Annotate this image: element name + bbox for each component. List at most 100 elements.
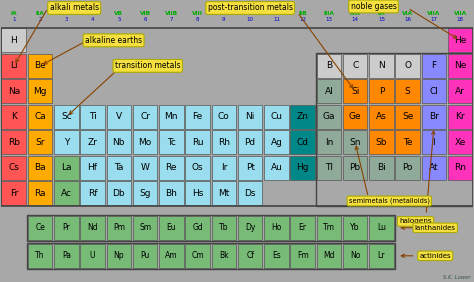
Text: Mt: Mt xyxy=(218,189,229,198)
Text: Ra: Ra xyxy=(34,189,46,198)
Bar xyxy=(343,105,367,129)
Text: Nd: Nd xyxy=(87,223,98,232)
Text: 11: 11 xyxy=(273,17,280,22)
Text: C: C xyxy=(352,61,358,70)
Text: Cr: Cr xyxy=(140,112,150,121)
Bar xyxy=(1,54,26,78)
Text: Bh: Bh xyxy=(165,189,177,198)
Text: lanthanides: lanthanides xyxy=(415,225,456,231)
Text: post-transition metals: post-transition metals xyxy=(208,3,292,12)
Text: Ne: Ne xyxy=(454,61,466,70)
Text: He: He xyxy=(454,36,466,45)
Bar xyxy=(421,105,446,129)
Bar xyxy=(317,156,341,180)
Text: Xe: Xe xyxy=(455,138,466,147)
Text: Ti: Ti xyxy=(89,112,97,121)
Bar xyxy=(264,156,289,180)
Text: IIA: IIA xyxy=(36,11,45,16)
Text: Si: Si xyxy=(351,87,359,96)
Text: Ho: Ho xyxy=(271,223,282,232)
Text: IIIB: IIIB xyxy=(61,11,72,16)
Bar xyxy=(421,130,446,154)
Text: La: La xyxy=(61,163,72,172)
Text: VIII: VIII xyxy=(219,11,229,16)
Text: Yb: Yb xyxy=(350,223,360,232)
Bar xyxy=(343,156,367,180)
Text: 16: 16 xyxy=(404,17,411,22)
Text: Es: Es xyxy=(272,251,281,260)
Text: 14: 14 xyxy=(352,17,359,22)
Bar xyxy=(133,130,157,154)
Bar xyxy=(1,105,26,129)
Bar xyxy=(80,216,105,240)
Text: Na: Na xyxy=(8,87,20,96)
Text: 18: 18 xyxy=(456,17,464,22)
Text: Os: Os xyxy=(192,163,203,172)
Bar xyxy=(28,79,53,103)
Bar xyxy=(369,105,394,129)
Bar xyxy=(1,79,26,103)
Bar xyxy=(80,105,105,129)
Text: Cl: Cl xyxy=(429,87,438,96)
Bar xyxy=(238,105,263,129)
Bar xyxy=(369,216,394,240)
Text: Ge: Ge xyxy=(349,112,362,121)
Text: Er: Er xyxy=(299,223,307,232)
Text: Am: Am xyxy=(165,251,178,260)
Bar xyxy=(80,156,105,180)
Bar xyxy=(54,181,79,205)
Text: Ce: Ce xyxy=(35,223,45,232)
Text: VB: VB xyxy=(114,11,123,16)
Text: S: S xyxy=(405,87,410,96)
Bar xyxy=(448,28,473,52)
Text: IVA: IVA xyxy=(350,11,361,16)
Text: As: As xyxy=(376,112,387,121)
Bar xyxy=(211,156,236,180)
Text: semimetals (metalloids): semimetals (metalloids) xyxy=(349,198,430,204)
Text: In: In xyxy=(325,138,333,147)
Text: O: O xyxy=(404,61,411,70)
Text: 1: 1 xyxy=(12,17,16,22)
Bar xyxy=(54,105,79,129)
Text: Ds: Ds xyxy=(245,189,256,198)
Text: N: N xyxy=(378,61,385,70)
Text: Db: Db xyxy=(112,189,125,198)
Bar xyxy=(238,181,263,205)
Text: 4: 4 xyxy=(91,17,94,22)
Text: At: At xyxy=(429,163,439,172)
Bar xyxy=(317,130,341,154)
Text: No: No xyxy=(350,251,360,260)
Text: Al: Al xyxy=(325,87,333,96)
Bar xyxy=(80,130,105,154)
Text: Bk: Bk xyxy=(219,251,228,260)
Text: Ba: Ba xyxy=(34,163,46,172)
Bar xyxy=(317,244,341,268)
Bar xyxy=(28,130,53,154)
Bar xyxy=(448,105,473,129)
Text: VA: VA xyxy=(377,11,386,16)
Text: Po: Po xyxy=(402,163,413,172)
Text: Br: Br xyxy=(429,112,439,121)
Bar xyxy=(290,216,315,240)
Text: Ru: Ru xyxy=(192,138,203,147)
Bar xyxy=(264,130,289,154)
Bar xyxy=(421,156,446,180)
Bar xyxy=(54,244,79,268)
Text: Nb: Nb xyxy=(113,138,125,147)
Text: Sg: Sg xyxy=(139,189,151,198)
Bar xyxy=(54,216,79,240)
Text: alkali metals: alkali metals xyxy=(50,3,99,12)
Bar xyxy=(317,79,341,103)
Text: actinides: actinides xyxy=(419,253,451,259)
Text: VIII: VIII xyxy=(192,11,203,16)
Bar xyxy=(211,181,236,205)
Text: VIIA: VIIA xyxy=(454,11,467,16)
Text: Ag: Ag xyxy=(271,138,283,147)
Text: Rf: Rf xyxy=(88,189,97,198)
Text: Lu: Lu xyxy=(377,223,386,232)
Text: Tc: Tc xyxy=(167,138,176,147)
Text: Y: Y xyxy=(64,138,69,147)
Text: Te: Te xyxy=(403,138,412,147)
Bar xyxy=(28,105,53,129)
Bar xyxy=(290,156,315,180)
